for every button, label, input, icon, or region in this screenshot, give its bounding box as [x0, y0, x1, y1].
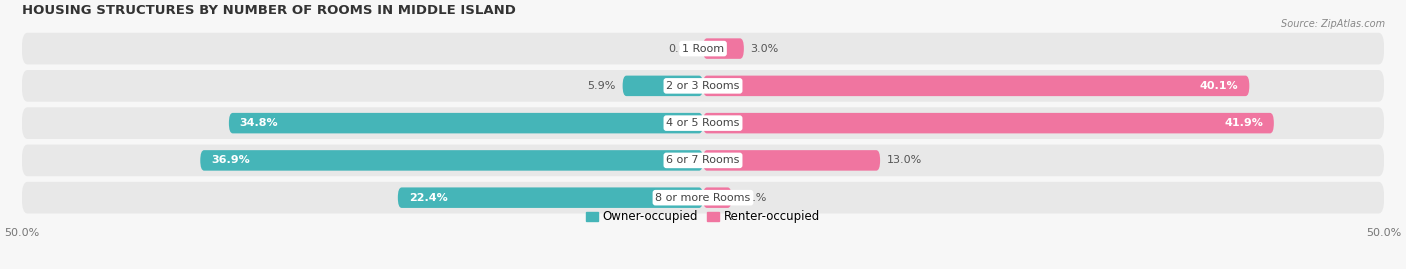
Text: 34.8%: 34.8% [240, 118, 278, 128]
Text: 22.4%: 22.4% [409, 193, 447, 203]
Text: 0.0%: 0.0% [668, 44, 696, 54]
Text: 40.1%: 40.1% [1199, 81, 1239, 91]
FancyBboxPatch shape [703, 187, 731, 208]
Text: 1 Room: 1 Room [682, 44, 724, 54]
FancyBboxPatch shape [398, 187, 703, 208]
FancyBboxPatch shape [21, 107, 1385, 139]
Text: Source: ZipAtlas.com: Source: ZipAtlas.com [1281, 19, 1385, 29]
FancyBboxPatch shape [623, 76, 703, 96]
FancyBboxPatch shape [703, 76, 1250, 96]
Text: 2.1%: 2.1% [738, 193, 766, 203]
FancyBboxPatch shape [21, 182, 1385, 214]
FancyBboxPatch shape [703, 150, 880, 171]
Text: 41.9%: 41.9% [1225, 118, 1263, 128]
Text: HOUSING STRUCTURES BY NUMBER OF ROOMS IN MIDDLE ISLAND: HOUSING STRUCTURES BY NUMBER OF ROOMS IN… [21, 4, 516, 17]
Text: 4 or 5 Rooms: 4 or 5 Rooms [666, 118, 740, 128]
FancyBboxPatch shape [21, 33, 1385, 65]
Text: 3.0%: 3.0% [751, 44, 779, 54]
Text: 8 or more Rooms: 8 or more Rooms [655, 193, 751, 203]
Text: 5.9%: 5.9% [588, 81, 616, 91]
FancyBboxPatch shape [21, 70, 1385, 102]
Text: 36.9%: 36.9% [211, 155, 250, 165]
FancyBboxPatch shape [703, 38, 744, 59]
Text: 13.0%: 13.0% [887, 155, 922, 165]
Text: 2 or 3 Rooms: 2 or 3 Rooms [666, 81, 740, 91]
FancyBboxPatch shape [21, 144, 1385, 176]
FancyBboxPatch shape [229, 113, 703, 133]
FancyBboxPatch shape [703, 113, 1274, 133]
Legend: Owner-occupied, Renter-occupied: Owner-occupied, Renter-occupied [581, 206, 825, 228]
Text: 6 or 7 Rooms: 6 or 7 Rooms [666, 155, 740, 165]
FancyBboxPatch shape [200, 150, 703, 171]
